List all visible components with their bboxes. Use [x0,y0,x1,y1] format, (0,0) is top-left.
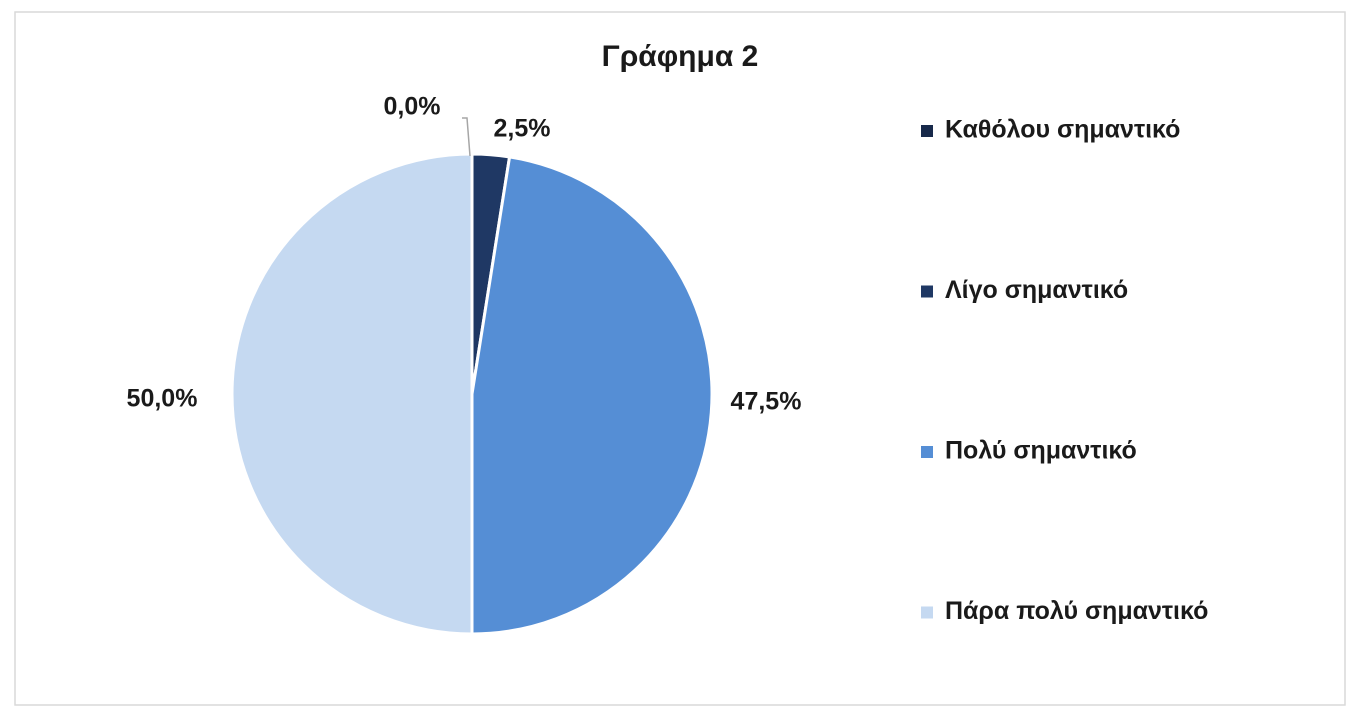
legend-label: Καθόλου σημαντικό [945,116,1180,144]
data-label: 50,0% [127,385,198,413]
leader-line [462,117,471,157]
chart-title: Γράφημα 2 [602,40,759,73]
legend-marker [921,125,933,137]
pie-slice [470,155,714,636]
legend-marker [921,606,933,619]
data-label: 2,5% [494,115,551,143]
legend-marker [921,285,933,298]
pie-slice [230,152,474,636]
legend-label: Λίγο σημαντικό [945,276,1128,304]
data-label: 47,5% [731,388,802,416]
legend-label: Πολύ σημαντικό [945,437,1137,465]
legend-marker [921,446,933,458]
legend-label: Πάρα πολύ σημαντικό [945,597,1208,625]
data-label: 0,0% [384,93,441,121]
